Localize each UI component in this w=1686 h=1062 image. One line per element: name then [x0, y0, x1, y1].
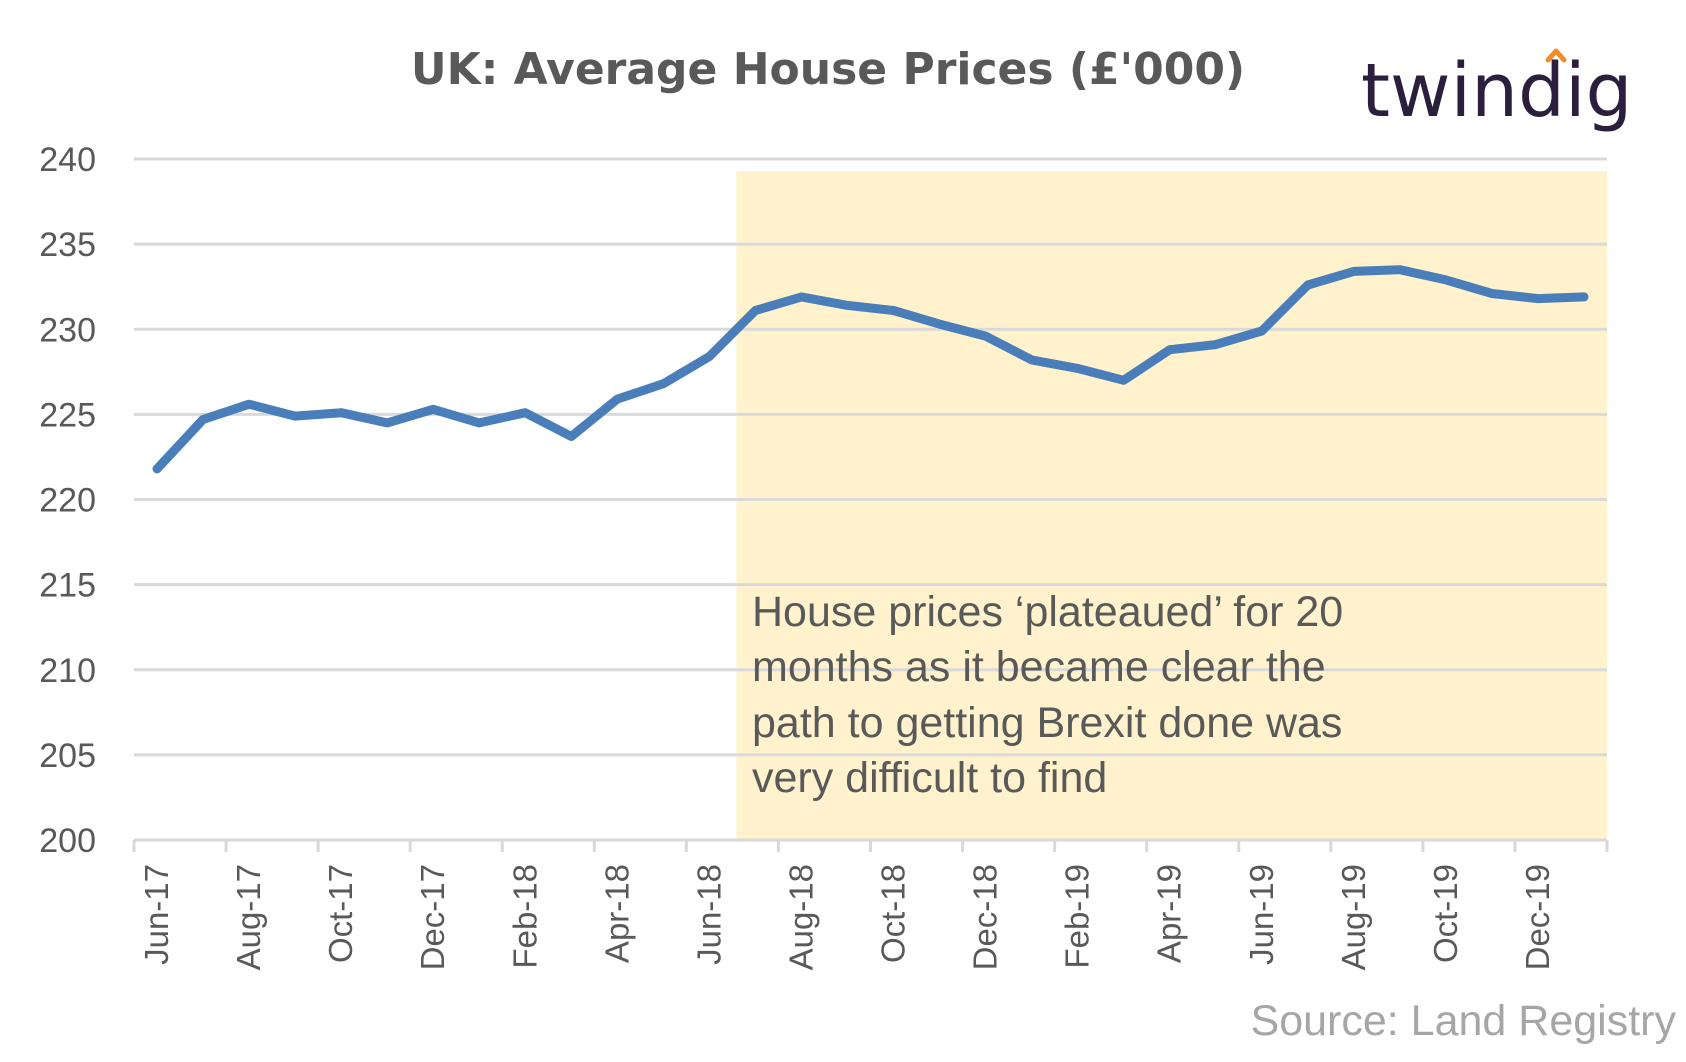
chart-title: UK: Average House Prices (£'000) [411, 44, 1245, 95]
x-tick-label: Dec-17 [414, 864, 451, 970]
x-axis-ticks: Jun-17 Aug-17 Oct-17 Dec-17 Feb-18 Apr-18 Jun-… [138, 864, 1556, 970]
x-tick-label: Aug-18 [782, 864, 819, 970]
y-tick-label: 210 [39, 652, 96, 690]
x-axis [132, 838, 1609, 852]
y-tick-label: 230 [39, 311, 96, 349]
x-tick-label: Jun-19 [1243, 864, 1280, 965]
x-tick-label: Apr-19 [1151, 864, 1188, 963]
x-tick-label: Feb-18 [506, 864, 543, 969]
logo-accent-icon [1545, 48, 1567, 63]
y-tick-label: 200 [39, 822, 96, 860]
y-tick-label: 220 [39, 482, 96, 520]
annotation-line-4: very difficult to find [752, 754, 1107, 802]
gridlines [134, 157, 1607, 757]
y-axis-ticks: 200 205 210 215 220 225 230 235 240 [39, 141, 96, 860]
x-tick-label: Aug-17 [230, 864, 267, 970]
y-tick-label: 205 [39, 737, 96, 775]
x-tick-label: Oct-19 [1427, 864, 1464, 963]
logo-wordmark: twindig [1361, 48, 1633, 134]
annotation-line-1: House prices ‘plateaued’ for 20 [752, 588, 1343, 636]
x-tick-label: Dec-18 [967, 864, 1004, 970]
x-tick-label: Dec-19 [1519, 864, 1556, 970]
x-tick-label: Feb-19 [1059, 864, 1096, 969]
y-tick-label: 240 [39, 141, 96, 179]
x-tick-label: Oct-18 [875, 864, 912, 963]
x-tick-label: Jun-17 [138, 864, 175, 965]
annotation-line-2: months as it became clear the [752, 643, 1326, 691]
x-tick-label: Oct-17 [322, 864, 359, 963]
y-tick-label: 215 [39, 567, 96, 605]
annotation-line-3: path to getting Brexit done was [752, 699, 1342, 747]
y-tick-label: 225 [39, 396, 96, 434]
source-text: Source: Land Registry [1251, 997, 1677, 1045]
x-tick-label: Apr-18 [598, 864, 635, 963]
x-tick-label: Aug-19 [1335, 864, 1372, 970]
y-tick-label: 235 [39, 226, 96, 264]
x-tick-label: Jun-18 [690, 864, 727, 965]
series-line [152, 265, 1589, 474]
twindig-logo: twindig [1361, 48, 1633, 134]
